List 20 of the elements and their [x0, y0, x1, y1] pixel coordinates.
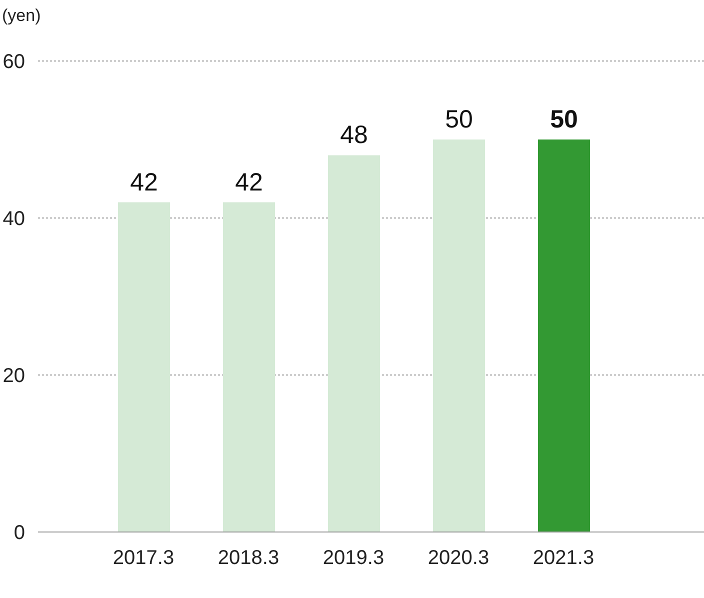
data-label: 42: [130, 168, 158, 196]
data-label: 50: [550, 106, 578, 134]
bar: [223, 202, 275, 532]
x-tick-label: 2018.3: [218, 547, 280, 570]
y-tick-label: 20: [2, 365, 25, 388]
y-axis-title: (yen): [2, 6, 41, 26]
y-tick-label: 0: [14, 522, 25, 544]
x-tick-label: 2021.3: [532, 547, 594, 570]
bar: [118, 202, 170, 532]
x-tick-label: 2017.3: [112, 547, 174, 570]
bar: [328, 155, 380, 532]
data-label: 50: [445, 106, 473, 134]
data-label: 48: [340, 121, 368, 150]
x-tick-label: 2020.3: [428, 547, 490, 570]
x-tick-label: 2019.3: [322, 547, 384, 570]
data-label: 42: [235, 168, 263, 196]
y-tick-label: 40: [2, 208, 25, 230]
y-tick-label: 60: [2, 51, 25, 74]
bar: [433, 140, 485, 532]
bar: [538, 140, 590, 532]
